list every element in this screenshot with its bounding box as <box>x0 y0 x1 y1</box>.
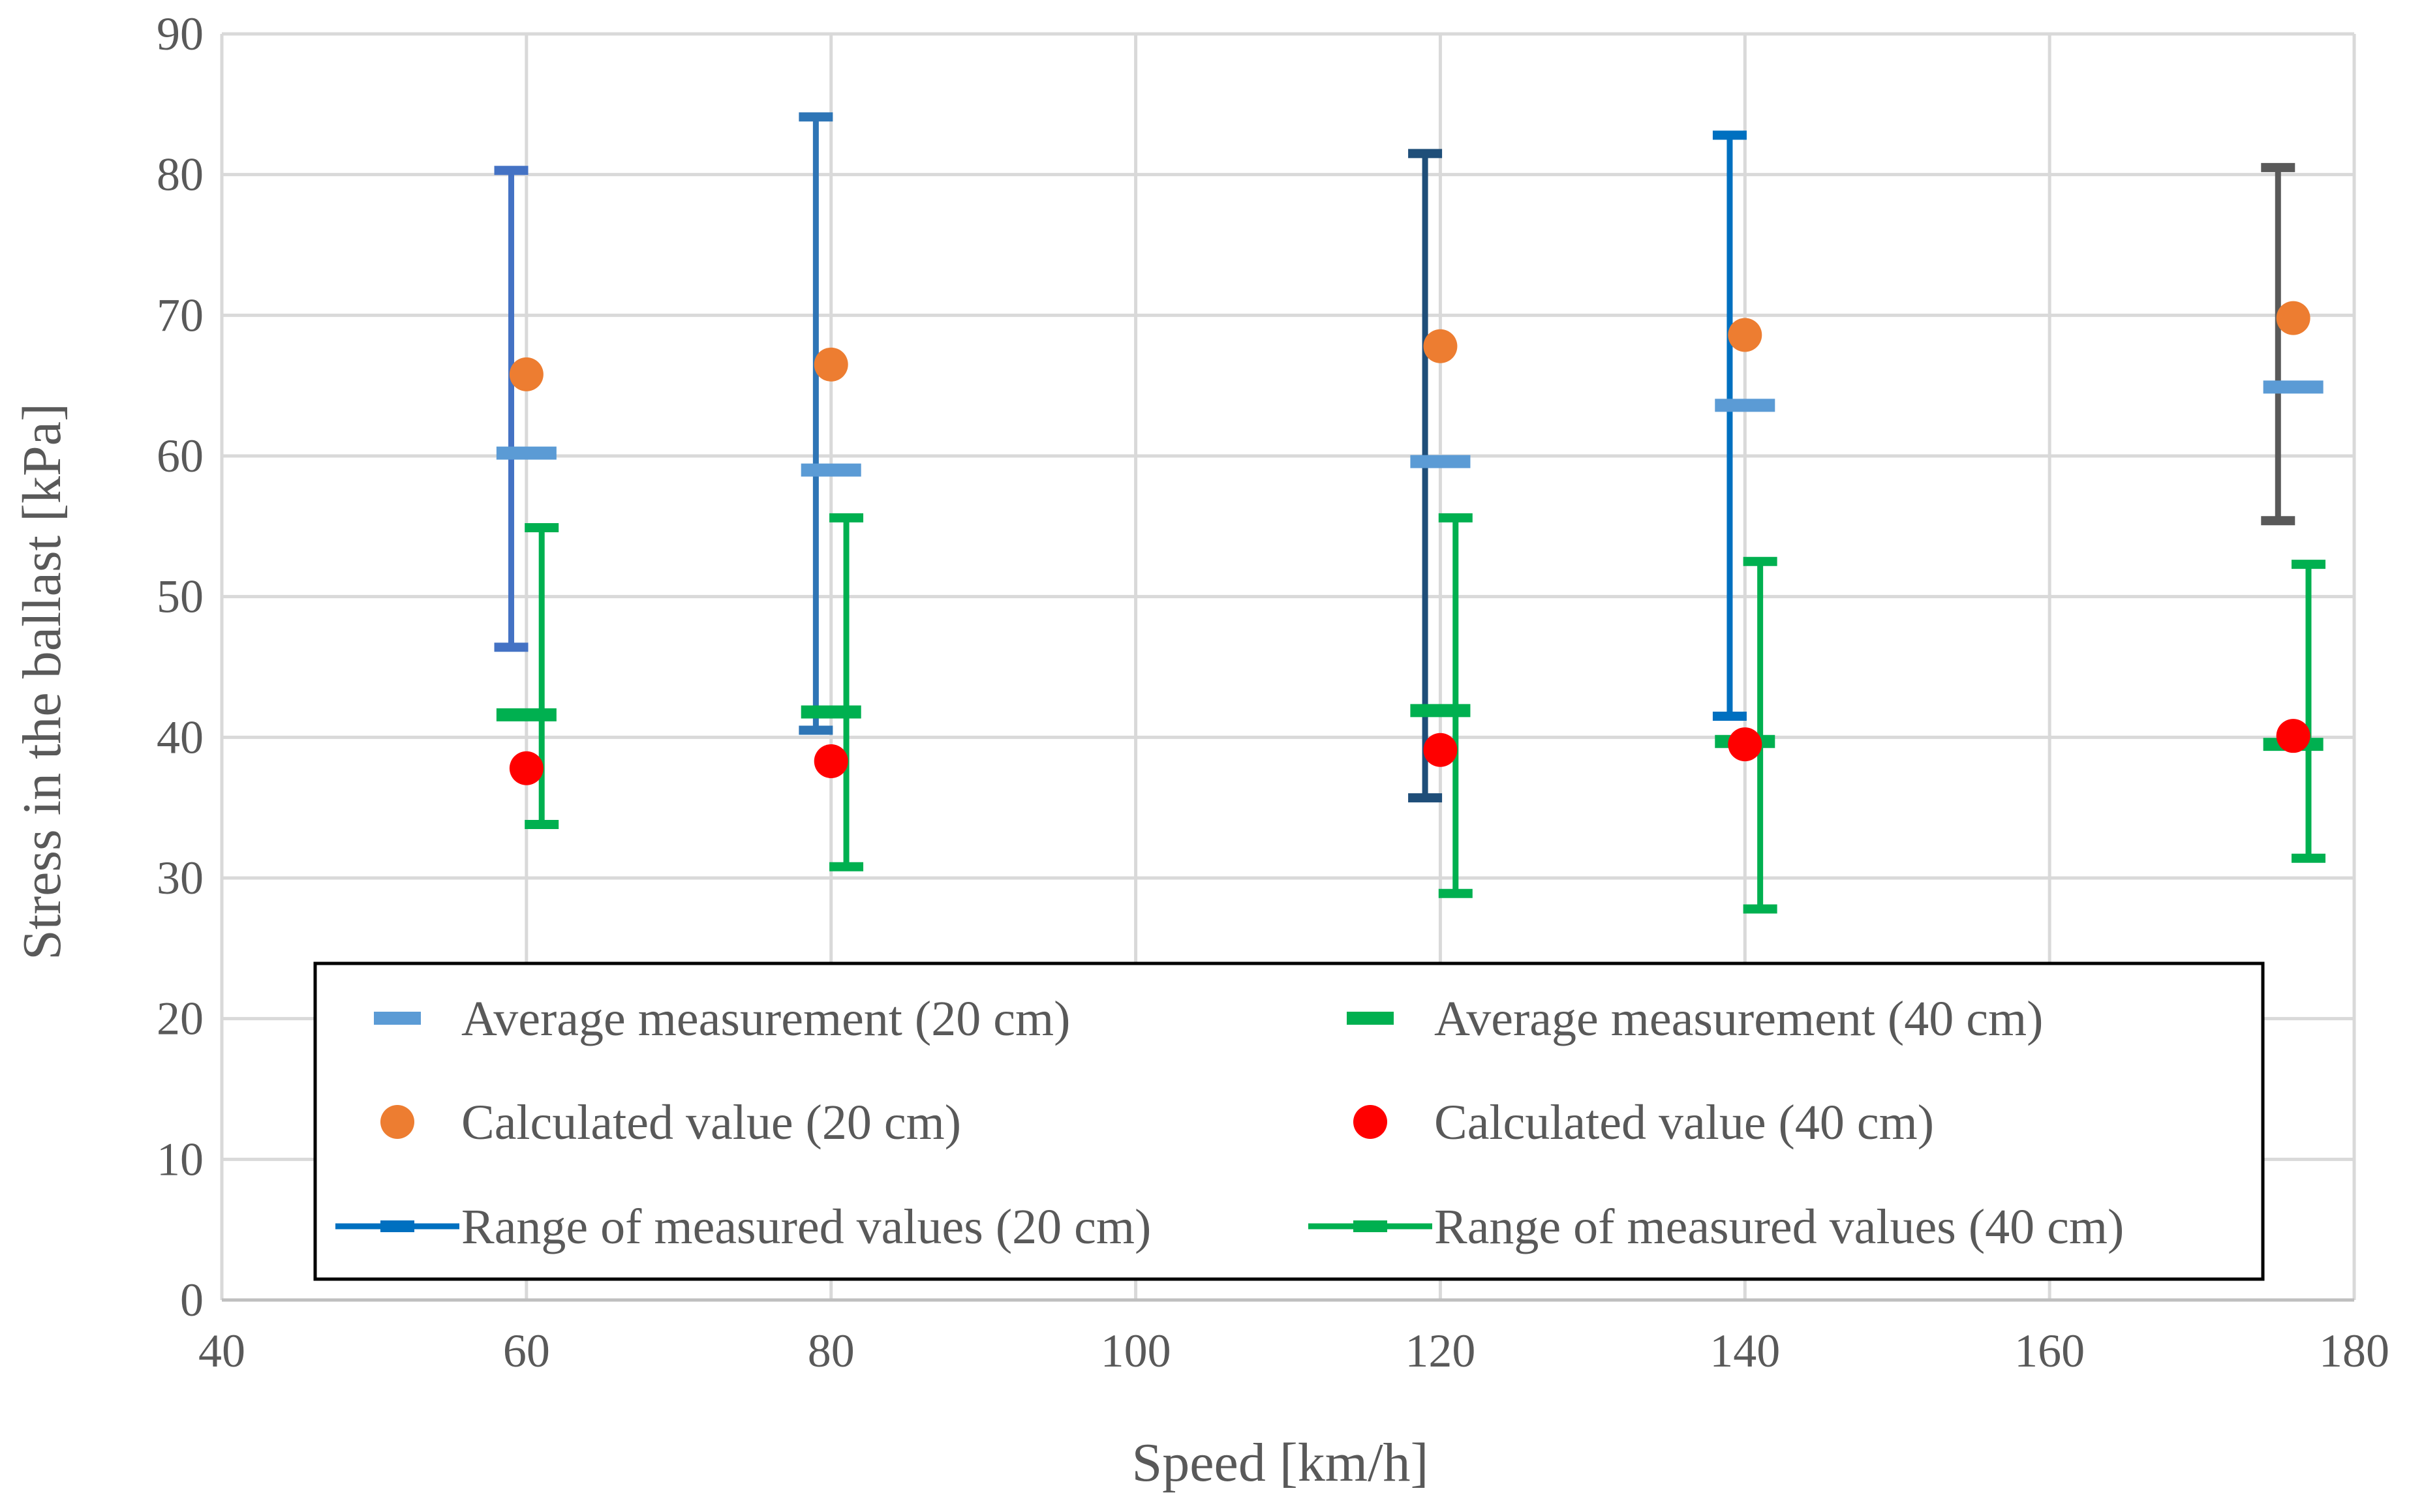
legend-dot-symbol <box>1353 1105 1387 1139</box>
legend-item: Average measurement (40 cm) <box>1347 991 2043 1046</box>
range-bar <box>2291 560 2325 863</box>
y-tick-label: 50 <box>157 571 204 623</box>
legend-dot-symbol <box>380 1105 414 1139</box>
axes: 0 10 20 30 40 50 60 70 80 90 40 60 80 100 120 140 160 180 <box>157 8 2389 1377</box>
calculated-marker <box>1423 733 1458 767</box>
x-tick-label: 80 <box>808 1325 855 1377</box>
x-tick-label: 180 <box>2319 1325 2389 1377</box>
y-tick-label: 70 <box>157 289 204 341</box>
range-bar <box>1712 130 1747 721</box>
x-axis-title: Speed [km/h] <box>1132 1432 1429 1493</box>
data-markers <box>496 301 2324 785</box>
y-tick-label: 60 <box>157 430 204 482</box>
legend-item: Range of measured values (40 cm) <box>1308 1200 2124 1254</box>
legend-item: Calculated value (40 cm) <box>1353 1095 1934 1150</box>
x-tick-label: 40 <box>198 1325 245 1377</box>
range-bar <box>1408 149 1443 803</box>
y-axis-title: Stress in the ballast [kPa] <box>12 403 72 960</box>
legend-label: Average measurement (20 cm) <box>461 991 1070 1046</box>
calculated-marker <box>2276 719 2310 753</box>
range-bar <box>494 166 529 652</box>
calculated-marker <box>509 357 544 391</box>
legend-label: Calculated value (40 cm) <box>1434 1095 1934 1150</box>
range-bars <box>494 112 2325 914</box>
x-tick-label: 60 <box>503 1325 550 1377</box>
calculated-marker <box>814 744 848 778</box>
legend-box <box>313 961 2265 1281</box>
range-bar <box>829 513 864 871</box>
y-tick-label: 20 <box>157 993 204 1045</box>
legend: Average measurement (20 cm) Average measu… <box>313 961 2265 1281</box>
y-tick-label: 10 <box>157 1133 204 1185</box>
calculated-marker <box>814 347 848 382</box>
y-tick-label: 90 <box>157 8 204 60</box>
range-bar <box>2261 162 2295 526</box>
legend-label: Range of measured values (40 cm) <box>1434 1200 2124 1254</box>
calculated-marker <box>1728 318 1762 352</box>
x-tick-label: 100 <box>1101 1325 1171 1377</box>
x-tick-label: 140 <box>1710 1325 1780 1377</box>
legend-item: Calculated value (20 cm) <box>380 1095 961 1150</box>
y-tick-label: 80 <box>157 149 204 201</box>
legend-item: Range of measured values (20 cm) <box>335 1200 1151 1254</box>
x-tick-label: 120 <box>1405 1325 1475 1377</box>
legend-item: Average measurement (20 cm) <box>374 991 1070 1046</box>
legend-label: Average measurement (40 cm) <box>1434 991 2043 1046</box>
range-bar <box>799 112 833 735</box>
calculated-marker <box>1728 727 1762 762</box>
legend-label: Range of measured values (20 cm) <box>461 1200 1151 1254</box>
calculated-marker <box>1423 329 1458 363</box>
y-tick-label: 0 <box>180 1274 204 1326</box>
y-tick-label: 40 <box>157 711 204 763</box>
calculated-marker <box>509 751 544 785</box>
y-tick-label: 30 <box>157 852 204 904</box>
calculated-marker <box>2276 301 2310 335</box>
legend-label: Calculated value (20 cm) <box>461 1095 961 1150</box>
x-tick-label: 160 <box>2014 1325 2085 1377</box>
